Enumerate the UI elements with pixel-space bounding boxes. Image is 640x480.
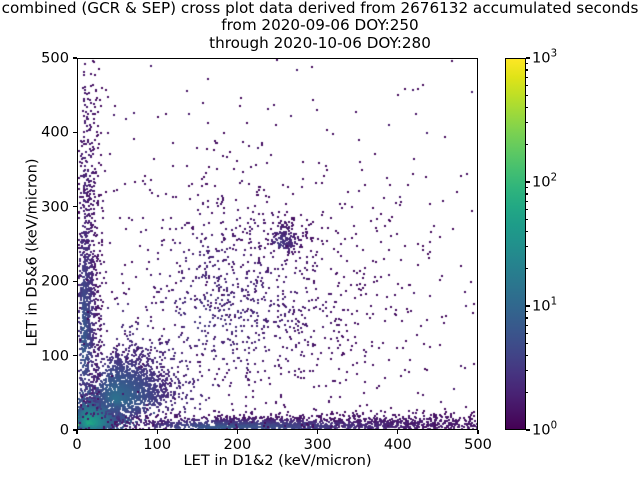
plot-area[interactable] — [77, 58, 478, 430]
y-tick-mark — [73, 355, 77, 357]
y-tick-mark — [73, 131, 77, 133]
colorbar-minor-tick — [526, 208, 529, 211]
colorbar-tick-label: 103 — [532, 48, 558, 67]
y-tick-label: 0 — [59, 421, 69, 439]
colorbar-minor-tick — [526, 69, 529, 71]
colorbar-minor-tick — [526, 230, 529, 232]
colorbar-minor-tick — [526, 324, 529, 326]
colorbar-minor-tick — [526, 342, 529, 344]
y-tick-mark — [73, 280, 77, 282]
x-tick-mark — [156, 430, 158, 434]
y-tick-label: 100 — [41, 347, 69, 365]
y-tick-label: 500 — [41, 49, 69, 67]
x-tick-mark — [397, 430, 399, 434]
colorbar-minor-tick — [526, 392, 529, 394]
colorbar-minor-tick — [526, 268, 529, 270]
x-axis-label: LET in D1&2 (keV/micron) — [183, 452, 372, 469]
x-tick-label: 200 — [223, 436, 252, 453]
colorbar-minor-tick — [526, 94, 529, 96]
y-tick-mark — [73, 57, 77, 59]
colorbar-tick-label: 101 — [532, 296, 558, 315]
colorbar-minor-tick — [526, 311, 529, 313]
x-tick-label: 300 — [303, 436, 332, 453]
y-tick-label: 400 — [41, 123, 69, 141]
scatter-density-points — [78, 59, 477, 429]
colorbar-minor-tick — [526, 317, 529, 319]
x-tick-label: 500 — [464, 436, 492, 453]
chart-title: combined (GCR & SEP) cross plot data der… — [0, 0, 640, 52]
colorbar-minor-tick — [526, 200, 529, 202]
title-line-3: through 2020-10-06 DOY:280 — [209, 33, 431, 52]
title-line-2: from 2020-09-06 DOY:250 — [221, 16, 419, 35]
colorbar-minor-tick — [526, 76, 529, 78]
colorbar-minor-tick — [526, 218, 529, 220]
y-tick-mark — [73, 206, 77, 208]
colorbar-tick-mark — [526, 57, 530, 59]
colorbar-minor-tick — [526, 193, 529, 195]
x-tick-label: 0 — [72, 436, 82, 453]
colorbar-minor-tick — [526, 122, 529, 124]
colorbar-tick-mark — [526, 305, 530, 307]
colorbar-gradient — [505, 58, 526, 430]
title-line-1: combined (GCR & SEP) cross plot data der… — [1, 0, 639, 17]
colorbar-tick-mark — [526, 429, 530, 431]
x-tick-mark — [76, 430, 78, 434]
colorbar-minor-tick — [526, 84, 529, 87]
colorbar-minor-tick — [526, 106, 529, 108]
colorbar-minor-tick — [526, 246, 529, 248]
colorbar[interactable]: 100 101 102 103 — [505, 49, 557, 439]
colorbar-minor-tick — [526, 144, 529, 146]
x-tick-label: 400 — [383, 436, 412, 453]
colorbar-minor-tick — [526, 370, 529, 372]
y-tick-label: 300 — [41, 198, 69, 216]
colorbar-tick-label: 100 — [532, 420, 558, 439]
x-tick-mark — [236, 430, 238, 434]
colorbar-tick-label: 102 — [532, 172, 558, 191]
y-tick-mark — [73, 429, 77, 431]
colorbar-minor-tick — [526, 354, 529, 356]
x-tick-label: 100 — [143, 436, 172, 453]
y-axis-label: LET in D5&6 (keV/micron) — [23, 158, 41, 347]
colorbar-minor-tick — [526, 332, 529, 335]
x-tick-mark — [317, 430, 319, 434]
colorbar-minor-tick — [526, 187, 529, 189]
colorbar-tick-mark — [526, 181, 530, 183]
colorbar-minor-tick — [526, 63, 529, 65]
x-tick-mark — [477, 430, 479, 434]
y-tick-label: 200 — [41, 272, 69, 290]
